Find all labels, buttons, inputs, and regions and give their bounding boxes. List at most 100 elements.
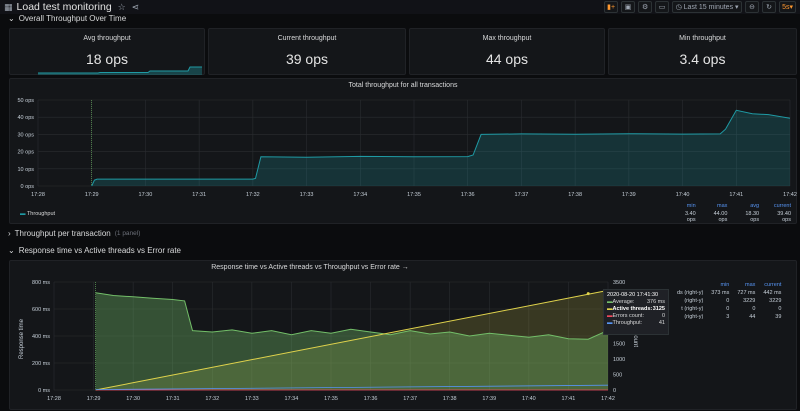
legend-header-max[interactable]: max [744, 282, 756, 288]
tooltip-time: 2020-08-20 17:41:30 [607, 292, 659, 298]
legend-header-avg[interactable]: avg [750, 203, 760, 209]
row-title-per-tx: Throughput per transaction [14, 229, 111, 238]
tv-mode-icon[interactable]: ▭ [655, 1, 670, 13]
throughput-chart[interactable]: 50 ops 40 ops 30 ops 20 ops 10 ops 0 ops 17:28… [10, 79, 798, 225]
tooltip-row: ▬Active threads: 3125 [607, 306, 665, 312]
y-tick-label: 20 ops [17, 150, 34, 156]
x-tick-label: 17:42 [601, 396, 615, 402]
x-tick-label: 17:28 [31, 192, 45, 198]
tooltip-row: ▬Errors count: 0 [607, 313, 665, 319]
refresh-interval-label: 5s [782, 3, 790, 11]
x-tick-label: 17:42 [783, 192, 797, 198]
legend-row[interactable]: t (right-y) 0 0 0 [674, 306, 784, 312]
legend-value: 39.40 ops [777, 211, 791, 223]
legend-header-min[interactable]: min [720, 282, 730, 288]
legend-item-throughput[interactable]: ▬ Throughput [20, 211, 56, 217]
response-time-panel[interactable]: Response time vs Active threads vs Throu… [9, 260, 797, 410]
x-tick-label: 17:39 [622, 192, 636, 198]
tooltip-row: ▬Average: 376 ms [607, 299, 665, 305]
row-title-overall: Overall Throughput Over Time [18, 14, 127, 23]
row-response-time[interactable]: ⌄ Response time vs Active threads vs Err… [8, 246, 181, 255]
star-icon[interactable]: ☆ [117, 1, 126, 12]
legend-header-min[interactable]: min [686, 203, 696, 209]
chevron-right-icon: › [8, 229, 11, 238]
row-throughput-per-transaction[interactable]: › Throughput per transaction (1 panel) [8, 229, 140, 238]
total-throughput-panel[interactable]: Total throughput for all transactions 50… [9, 78, 797, 224]
x-tick-label: 17:29 [85, 192, 99, 198]
y-tick-label: 50 ops [17, 98, 34, 104]
y-tick-label: 0 ms [38, 388, 50, 394]
dashboard-grid-icon[interactable]: ▦ [4, 1, 13, 12]
y-tick-label: 600 ms [32, 307, 50, 313]
tooltip-value: 3125 [652, 306, 665, 312]
dashboard-title[interactable]: Load test monitoring [16, 1, 112, 13]
refresh-interval-picker[interactable]: 5s ▾ [779, 1, 796, 13]
top-bar: ▦ Load test monitoring ☆ ⋖ ▮+ ▣ ⚙ ▭ ◷ La… [0, 0, 800, 14]
x-tick-label: 17:37 [403, 396, 417, 402]
y-axis-label: Response time [19, 318, 25, 359]
legend-row[interactable]: (right-y) 0 3229 3229 [674, 298, 784, 304]
tooltip-value: 0 [661, 313, 665, 319]
series-area-threads [95, 290, 609, 390]
panel-title: Response time vs Active threads vs Throu… [10, 264, 610, 271]
tooltip-label: Throughput: [612, 320, 643, 326]
tooltip-value: 376 ms [646, 299, 665, 305]
legend-header-current[interactable]: current [764, 282, 782, 288]
stat-value: 3.4 ops [679, 51, 726, 67]
x-tick-label: 17:30 [139, 192, 153, 198]
y-right-tick-label: 3500 [613, 280, 625, 286]
stat-panel-max[interactable]: Max throughput 44 ops [409, 28, 605, 75]
stat-panel-avg[interactable]: Avg throughput 18 ops [9, 28, 205, 75]
series-line-threads [95, 289, 609, 391]
add-panel-icon[interactable]: ▮+ [604, 1, 619, 13]
stat-panel-min[interactable]: Min throughput 3.4 ops [608, 28, 797, 75]
x-tick-label: 17:33 [245, 396, 259, 402]
stat-panel-current[interactable]: Current throughput 39 ops [208, 28, 406, 75]
tooltip-value: 41 [658, 320, 665, 326]
legend-value: 0 [752, 306, 756, 312]
y-tick-label: 0 ops [21, 184, 35, 190]
legend-header-label [674, 282, 706, 288]
legend-label: (right-y) [684, 314, 704, 320]
tooltip-label: Average: [612, 299, 635, 305]
y-tick-label: 200 ms [32, 361, 50, 367]
refresh-icon[interactable]: ↻ [762, 1, 777, 13]
legend-value: 727 ms [737, 290, 756, 296]
panel-title-text: Response time vs Active threads vs Throu… [211, 264, 400, 271]
legend-label: ds (right-y) [677, 290, 704, 296]
stat-title: Max throughput [482, 35, 532, 42]
legend-label: Throughput [26, 211, 56, 217]
tooltip-row: ▬Throughput: 41 [607, 320, 665, 326]
legend-row[interactable]: (right-y) 3 44 39 [674, 314, 784, 320]
x-tick-label: 17:40 [676, 192, 690, 198]
legend-value: 39 [775, 314, 782, 320]
chevron-down-icon: ⌄ [8, 14, 15, 23]
settings-gear-icon[interactable]: ⚙ [638, 1, 653, 13]
save-icon[interactable]: ▣ [621, 1, 636, 13]
legend-value: 3229 [743, 298, 756, 304]
y-tick-label: 800 ms [32, 280, 50, 286]
x-tick-label: 17:28 [47, 396, 61, 402]
x-tick-label: 17:35 [407, 192, 421, 198]
x-tick-label: 17:32 [205, 396, 219, 402]
row-overall-throughput[interactable]: ⌄ Overall Throughput Over Time [8, 14, 126, 23]
legend-header-current[interactable]: current [773, 203, 791, 209]
share-icon[interactable]: ⋖ [131, 1, 140, 12]
legend-row[interactable]: ds (right-y) 373 ms 727 ms 442 ms [674, 290, 784, 296]
x-tick-label: 17:33 [300, 192, 314, 198]
x-tick-label: 17:35 [324, 396, 338, 402]
legend-value: 3.40 ops [684, 211, 696, 223]
graph-tooltip: 2020-08-20 17:41:30 ▬Average: 376 ms ▬Act… [603, 289, 669, 335]
x-tick-label: 17:40 [522, 396, 536, 402]
stat-title: Avg throughput [83, 35, 131, 42]
time-range-picker[interactable]: ◷ Last 15 minutes ▾ [672, 1, 743, 13]
legend-header-max[interactable]: max [716, 203, 728, 209]
panel-link-arrow[interactable]: → [401, 264, 409, 271]
legend-value: 3229 [769, 298, 782, 304]
stat-value: 18 ops [85, 51, 129, 67]
y-right-tick-label: 0 [613, 388, 616, 394]
zoom-out-icon[interactable]: ⊖ [745, 1, 760, 13]
y-right-tick-label: 1000 [613, 357, 625, 363]
series-line-response [95, 292, 609, 340]
legend-label: t (right-y) [681, 306, 704, 312]
